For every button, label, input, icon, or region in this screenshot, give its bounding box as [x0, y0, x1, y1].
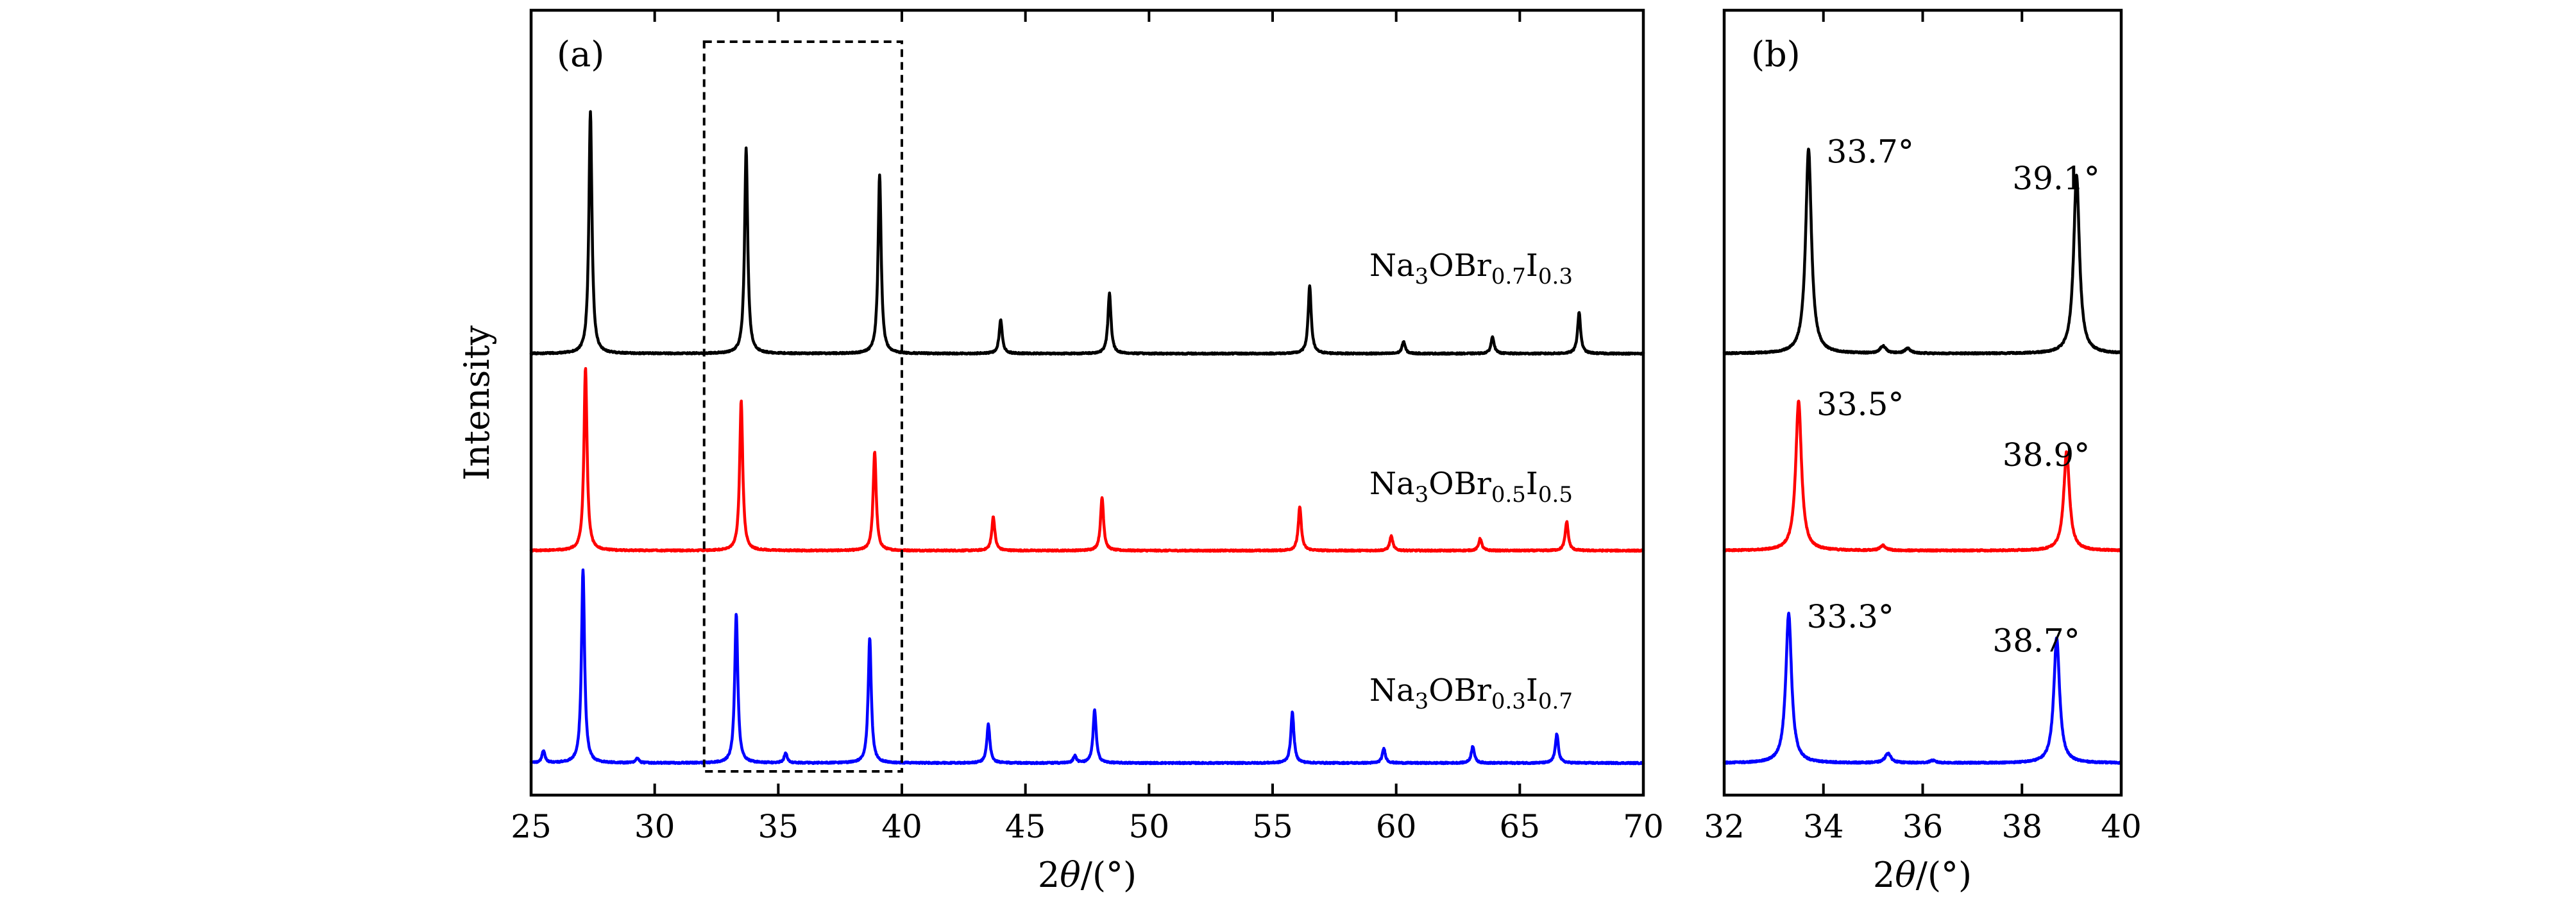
panel-b-traces [1722, 148, 2123, 765]
x-tick-label-35: 35 [758, 808, 799, 845]
peak-label-389: 38.9° [2003, 436, 2090, 474]
series-label-na3obr07i03: Na3OBr0.7I0.3 [1369, 248, 1573, 289]
peak-label-337: 33.7° [1827, 133, 1914, 170]
x-tick-label-55: 55 [1252, 808, 1293, 845]
panel-a-x-ticks: 25 30 35 40 45 50 55 60 65 70 [511, 10, 1664, 845]
x-tick-label-45: 45 [1005, 808, 1046, 845]
series-line-na3obr03i07 [529, 568, 1645, 766]
peak-label-387: 38.7° [1992, 622, 2080, 659]
series-line-na3obr07i03 [529, 110, 1645, 356]
panel-a-y-axis-title: Intensity [457, 325, 497, 481]
x-tick-label-50: 50 [1129, 808, 1170, 845]
panel-a-label: (a) [557, 34, 604, 74]
x-tick-label-38: 38 [2001, 808, 2042, 845]
series-line-na3obr05i05 [529, 366, 1645, 553]
x-tick-label-40: 40 [2101, 808, 2142, 845]
series-line-na3obr03i07-zoom [1722, 612, 2123, 765]
panel-b-x-axis-title: 2θ/(°) [1873, 855, 1972, 895]
panel-b-peak-labels: 33.7° 39.1° 33.5° 38.9° 33.3° 38.7° [1807, 133, 2100, 659]
x-tick-label-70: 70 [1623, 808, 1664, 845]
x-tick-label-32: 32 [1704, 808, 1745, 845]
panel-a-x-axis-title: 2θ/(°) [1038, 855, 1137, 895]
x-tick-label-65: 65 [1500, 808, 1541, 845]
peak-label-335: 33.5° [1817, 386, 1904, 423]
panel-a-traces [529, 110, 1645, 766]
x-tick-label-60: 60 [1376, 808, 1417, 845]
peak-label-333: 33.3° [1807, 598, 1894, 635]
series-line-na3obr07i03-zoom [1722, 148, 2123, 356]
x-tick-label-30: 30 [634, 808, 675, 845]
highlight-region-box [702, 40, 903, 773]
x-tick-label-40: 40 [881, 808, 922, 845]
peak-label-391: 39.1° [2012, 160, 2099, 197]
x-tick-label-25: 25 [511, 808, 552, 845]
series-line-na3obr05i05-zoom [1722, 399, 2123, 553]
panel-a: 25 30 35 40 45 50 55 60 65 70 (a) Na3OBr0.7I0.3 N… [457, 8, 1664, 895]
x-tick-label-34: 34 [1803, 808, 1844, 845]
panel-a-frame [529, 8, 1645, 797]
series-label-na3obr03i07: Na3OBr0.3I0.7 [1369, 673, 1573, 714]
panel-b: 32 34 36 38 40 (b) 33.7° 39.1° 33.5° 38.9° 33.3°… [1704, 8, 2142, 895]
panel-b-x-ticks: 32 34 36 38 40 [1704, 10, 2142, 845]
panel-b-label: (b) [1751, 34, 1801, 74]
x-tick-label-36: 36 [1902, 808, 1944, 845]
series-label-na3obr05i05: Na3OBr0.5I0.5 [1369, 466, 1573, 508]
